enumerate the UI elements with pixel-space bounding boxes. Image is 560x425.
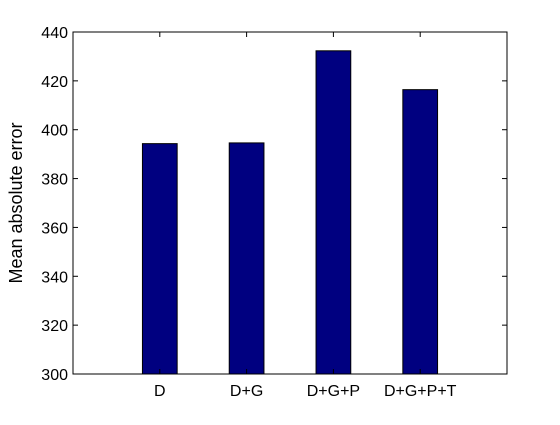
bar-d-plus-g-plus-p xyxy=(315,50,352,375)
plot-frame xyxy=(72,31,508,375)
plot-background xyxy=(73,32,507,374)
y-tick-label: 380 xyxy=(41,172,68,189)
y-tick-label: 440 xyxy=(41,25,68,42)
bar-d-plus-g xyxy=(228,142,265,375)
bar-d-plus-g-plus-p-plus-t xyxy=(402,89,439,375)
y-tick-label: 420 xyxy=(41,74,68,91)
x-tick-label: D+G+P+T xyxy=(384,383,457,400)
x-tick-label: D+G+P xyxy=(307,383,360,400)
y-tick-label: 340 xyxy=(41,269,68,286)
ticks-group: D D+G D+G+P D+G+P+T 300 320 340 360 380 400 420 440 xyxy=(41,25,507,400)
y-tick-label: 360 xyxy=(41,220,68,237)
bars-group xyxy=(141,50,439,375)
y-tick-label: 320 xyxy=(41,318,68,335)
bar-d xyxy=(141,143,178,375)
y-axis-label: Mean absolute error xyxy=(6,122,26,283)
y-tick-label: 400 xyxy=(41,123,68,140)
x-tick-label: D xyxy=(154,383,166,400)
x-tick-label: D+G xyxy=(230,383,263,400)
y-tick-label: 300 xyxy=(41,367,68,384)
